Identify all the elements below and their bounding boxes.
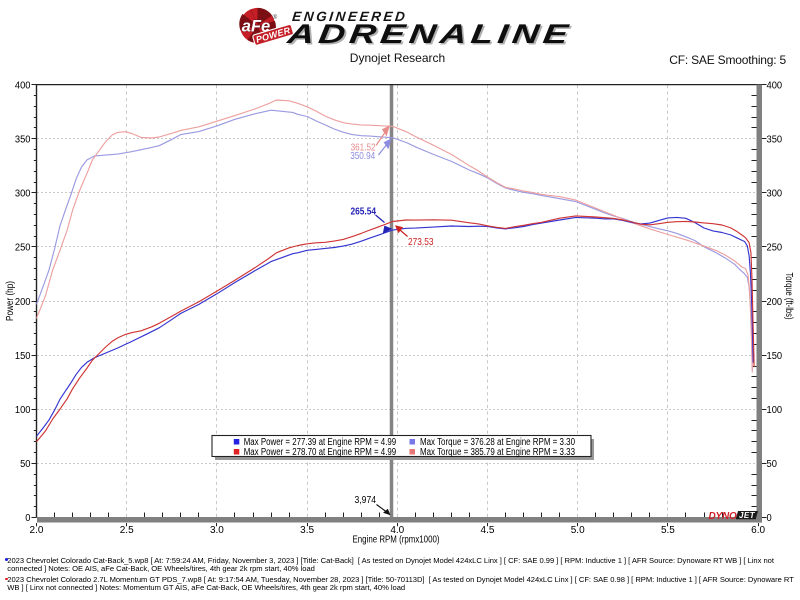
svg-text:200: 200 (767, 297, 783, 308)
svg-text:5.5: 5.5 (661, 525, 675, 536)
svg-text:Max Torque = 376.28 at Engine: Max Torque = 376.28 at Engine RPM = 3.30 (420, 437, 575, 448)
svg-text:350: 350 (15, 134, 31, 145)
svg-text:Torque (ft-lbs): Torque (ft-lbs) (783, 273, 794, 320)
svg-text:5.0: 5.0 (571, 525, 585, 536)
svg-text:4.5: 4.5 (481, 525, 495, 536)
svg-text:6.0: 6.0 (751, 525, 765, 536)
svg-text:361.52: 361.52 (351, 141, 376, 153)
svg-text:Max Power = 277.39 at Engine R: Max Power = 277.39 at Engine RPM = 4.99 (244, 437, 397, 448)
svg-text:100: 100 (15, 405, 31, 416)
svg-text:®: ® (273, 13, 278, 21)
svg-text:100: 100 (767, 405, 783, 416)
svg-text:150: 150 (767, 351, 783, 362)
svg-text:DYNO: DYNO (709, 511, 738, 522)
svg-text:250: 250 (767, 243, 783, 254)
svg-text:2.0: 2.0 (30, 525, 44, 536)
svg-text:250: 250 (15, 243, 31, 254)
svg-text:273.53: 273.53 (408, 236, 434, 248)
svg-text:50: 50 (767, 459, 778, 470)
svg-text:JET: JET (739, 511, 756, 520)
svg-text:3.5: 3.5 (300, 525, 314, 536)
svg-text:4.0: 4.0 (390, 525, 404, 536)
svg-text:0: 0 (767, 513, 773, 524)
svg-text:Power (hp): Power (hp) (5, 281, 16, 321)
svg-text:Max Torque = 385.79 at Engine: Max Torque = 385.79 at Engine RPM = 3.33 (420, 447, 575, 458)
svg-text:350: 350 (767, 134, 783, 145)
svg-text:300: 300 (15, 189, 31, 200)
svg-text:400: 400 (767, 80, 783, 91)
svg-text:400: 400 (15, 80, 31, 91)
svg-text:50: 50 (20, 459, 31, 470)
svg-text:3.0: 3.0 (210, 525, 224, 536)
svg-text:Engine RPM (rpmx1000): Engine RPM (rpmx1000) (353, 535, 440, 546)
svg-text:300: 300 (767, 189, 783, 200)
svg-text:aFe: aFe (242, 18, 270, 36)
svg-text:200: 200 (15, 297, 31, 308)
svg-text:Max Power = 278.70 at Engine R: Max Power = 278.70 at Engine RPM = 4.99 (244, 447, 397, 458)
svg-text:0: 0 (25, 513, 31, 524)
svg-text:265.54: 265.54 (351, 205, 377, 217)
svg-text:3,974: 3,974 (355, 495, 377, 506)
svg-text:350.94: 350.94 (350, 150, 375, 162)
svg-text:150: 150 (15, 351, 31, 362)
svg-text:2.5: 2.5 (120, 525, 134, 536)
